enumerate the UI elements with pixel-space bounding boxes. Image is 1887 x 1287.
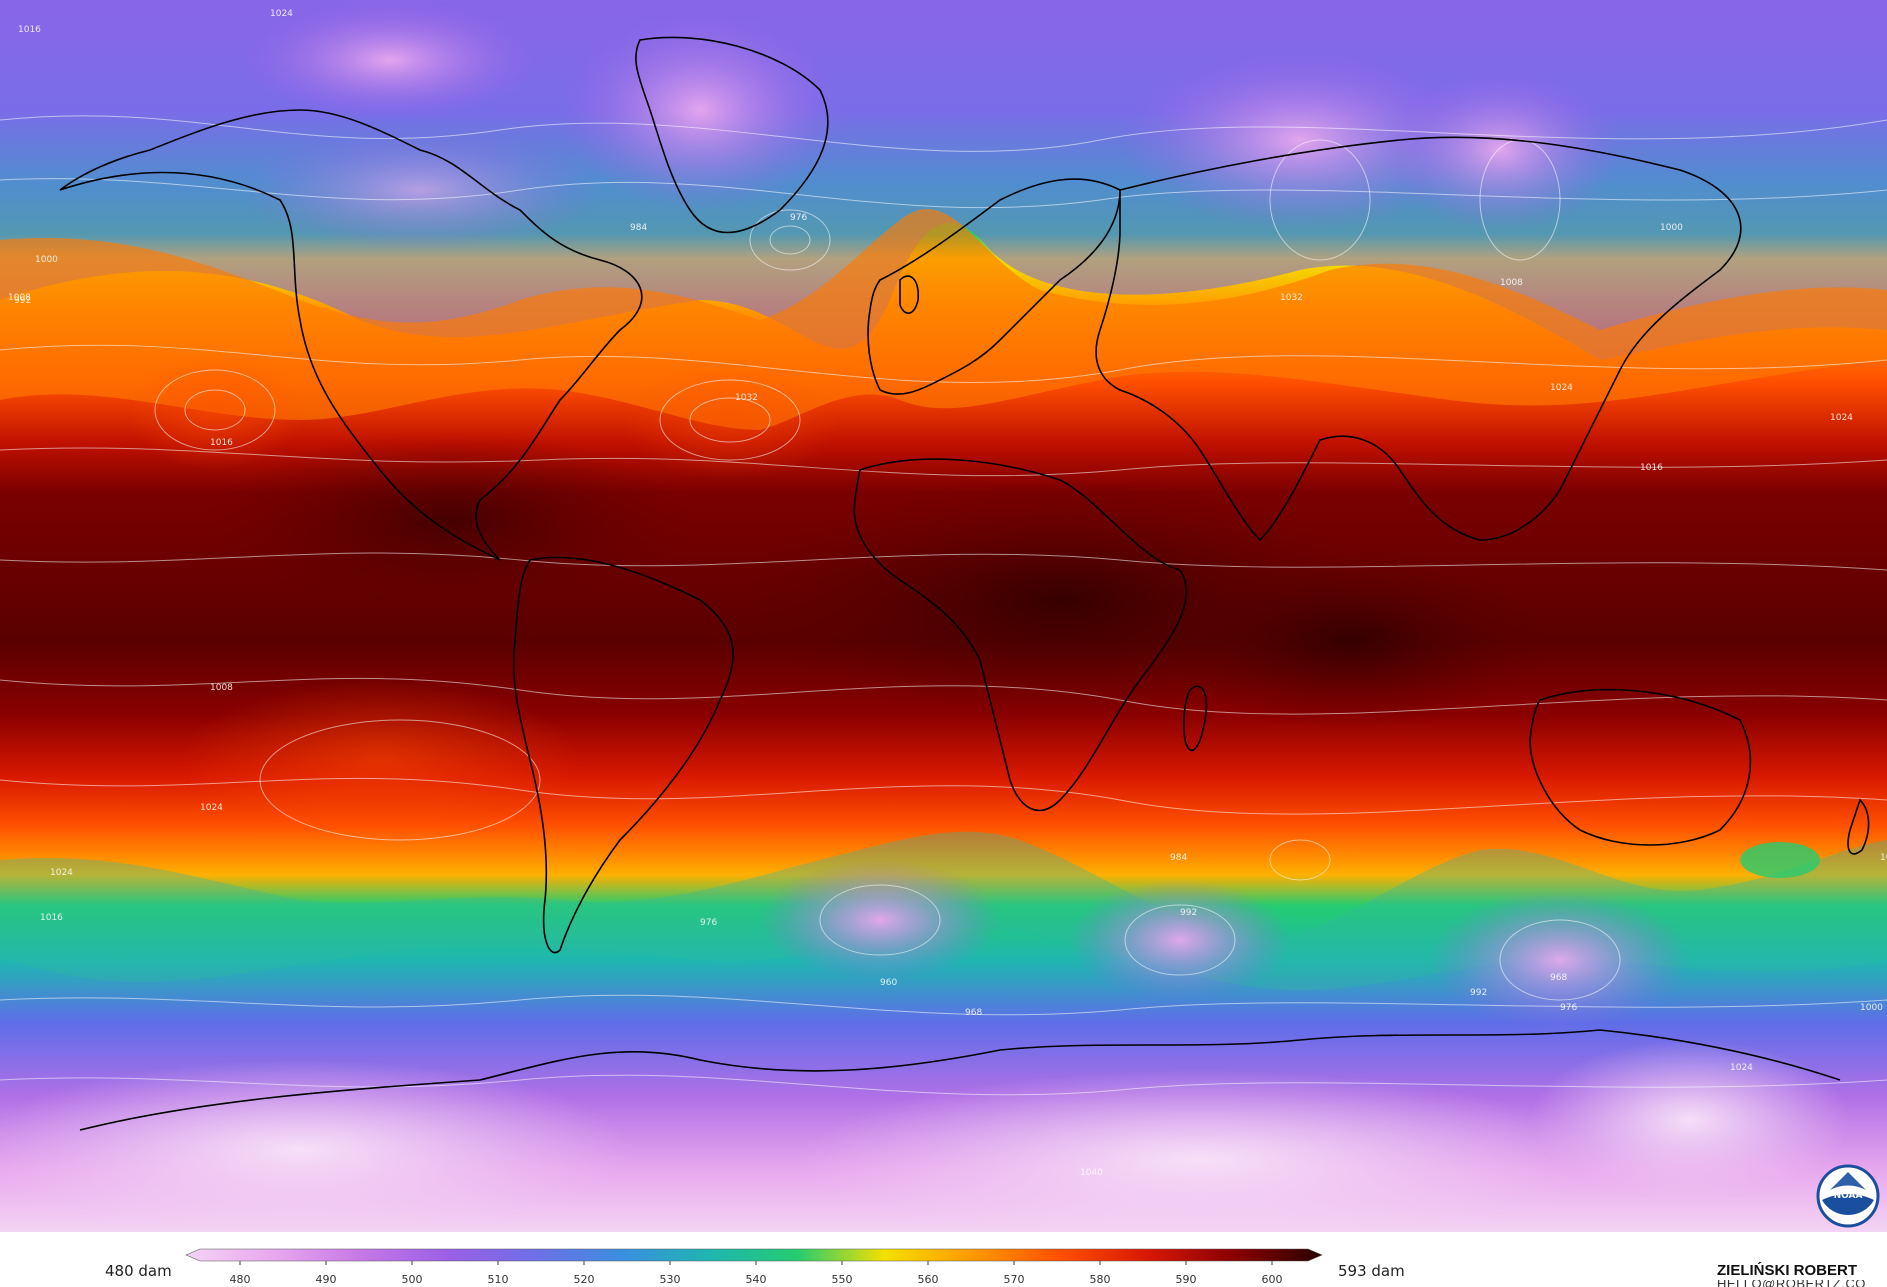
isobar-label: 1024 <box>50 868 73 878</box>
isobar-label: 1016 <box>1640 463 1663 473</box>
pacific-high-blob <box>125 350 305 470</box>
africa-outline <box>853 458 1188 812</box>
colorbar: 480 490 500 510 520 530 540 550 560 570 580 590 600 <box>0 1245 1887 1287</box>
southern-ocean-low-blob <box>1430 890 1690 1030</box>
coastlines <box>59 36 1870 1131</box>
colorbar-tick-label: 580 <box>1089 1273 1111 1286</box>
colorbar-tick-label: 520 <box>573 1273 595 1286</box>
author-name: ZIELIŃSKI ROBERT <box>1717 1262 1858 1279</box>
asia-outline <box>1095 136 1742 542</box>
isobar-label: 992 <box>14 296 31 306</box>
uk-outline <box>899 275 920 314</box>
tropical-high-blob-indian <box>1150 550 1550 730</box>
arctic-low-blob <box>240 0 540 120</box>
antarctic-high-blob-west <box>0 1060 630 1232</box>
new-zealand-outline <box>1847 798 1870 855</box>
isobar-label: 968 <box>1550 973 1567 983</box>
colorbar-tick-label: 560 <box>917 1273 939 1286</box>
colorbar-tick-label: 540 <box>745 1273 767 1286</box>
isobar-label: 960 <box>880 978 897 988</box>
isobar-label: 976 <box>700 918 717 928</box>
south-indian-low-blob <box>1070 880 1290 1000</box>
australia-outline <box>1529 688 1752 846</box>
isobar-label: 1024 <box>1550 383 1573 393</box>
antarctic-high-blob-far-east <box>1530 1040 1850 1200</box>
colorbar-tick-label: 500 <box>401 1273 423 1286</box>
isobar-label: 976 <box>790 213 807 223</box>
legend-max-label: 593 dam <box>1338 1262 1405 1280</box>
colorbar-tick-marks <box>239 1261 1273 1265</box>
colorbar-tick-label: 570 <box>1003 1273 1025 1286</box>
south-pacific-high-blob <box>180 680 580 840</box>
isobar-label: 1024 <box>1830 413 1853 423</box>
isobar-label: 1016 <box>18 25 41 35</box>
noaa-logo-bird <box>1830 1172 1866 1190</box>
north-america-outline <box>59 109 643 561</box>
colorbar-tick-label: 490 <box>315 1273 337 1286</box>
isobar-label: 1040 <box>1080 1168 1103 1178</box>
legend-min-label: 480 dam <box>105 1262 172 1280</box>
greenland-outline <box>635 36 829 234</box>
contour-label-layer: 1024 1016 1008 1000 992 984 976 1032 1024 1000 101… <box>8 9 1887 1178</box>
isobar-label: 1024 <box>270 9 293 19</box>
isobar-label: 1008 <box>8 293 31 303</box>
isobar-label: 1024 <box>200 803 223 813</box>
isobar-contours <box>0 115 1887 1096</box>
noaa-logo-text: NOAA <box>1834 1191 1863 1201</box>
colorbar-tick-label: 510 <box>487 1273 509 1286</box>
colorbar-tick-label: 590 <box>1175 1273 1197 1286</box>
colorbar-strip <box>185 1248 1323 1262</box>
geopotential-height-map: 1024 1016 1008 1000 992 984 976 1032 1024 1000 101… <box>0 0 1887 1232</box>
greenland-low-blob <box>560 10 840 210</box>
colorbar-tick-label: 480 <box>229 1273 251 1286</box>
madagascar-outline <box>1183 685 1208 752</box>
isobar-label: 992 <box>1180 908 1197 918</box>
antarctica-outline <box>79 1029 1841 1131</box>
noaa-logo: NOAA <box>1816 1164 1880 1228</box>
small-low-new-zealand <box>1740 842 1820 878</box>
atlantic-high-blob <box>620 360 840 480</box>
isobar-label: 1008 <box>210 683 233 693</box>
colorbar-tick-label: 550 <box>831 1273 853 1286</box>
isobar-label: 1016 <box>210 438 233 448</box>
isobar-label: 984 <box>1170 853 1187 863</box>
isobar-label: 1000 <box>1860 1003 1883 1013</box>
canada-low-blob <box>240 130 600 250</box>
south-america-outline <box>512 556 734 954</box>
isobar-label: 992 <box>1470 988 1487 998</box>
tropical-high-blob-pacific <box>210 430 690 610</box>
colorbar-tick-label: 530 <box>659 1273 681 1286</box>
isobar-label: 1000 <box>1660 223 1683 233</box>
author-email: HELLO@ROBERTZ.CO <box>1717 1280 1887 1287</box>
isobar-label: 984 <box>630 223 647 233</box>
isobar-label: 1032 <box>1280 293 1303 303</box>
isobar-label: 1032 <box>735 393 758 403</box>
isobar-label: 1000 <box>35 255 58 265</box>
isobar-label: 1008 <box>1500 278 1523 288</box>
antarctic-high-blob-east <box>800 1070 1600 1232</box>
colorbar-tick-label: 600 <box>1261 1273 1283 1286</box>
map-canvas: 1024 1016 1008 1000 992 984 976 1032 1024 1000 101… <box>0 0 1887 1232</box>
colorbar-svg <box>185 1248 1323 1265</box>
northern-ridge-layer <box>0 209 1887 430</box>
east-asia-low-blob <box>1380 70 1620 230</box>
europe-outline <box>867 178 1121 395</box>
noaa-logo-wave <box>1822 1194 1874 1216</box>
isobar-label: 1024 <box>1730 1063 1753 1073</box>
siberian-low-blob <box>1120 50 1480 230</box>
isobar-label: 1016 <box>1880 853 1887 863</box>
isobar-label: 968 <box>965 1008 982 1018</box>
south-atlantic-low-blob <box>760 860 1000 980</box>
isobar-label: 1016 <box>40 913 63 923</box>
isobar-label: 976 <box>1560 1003 1577 1013</box>
